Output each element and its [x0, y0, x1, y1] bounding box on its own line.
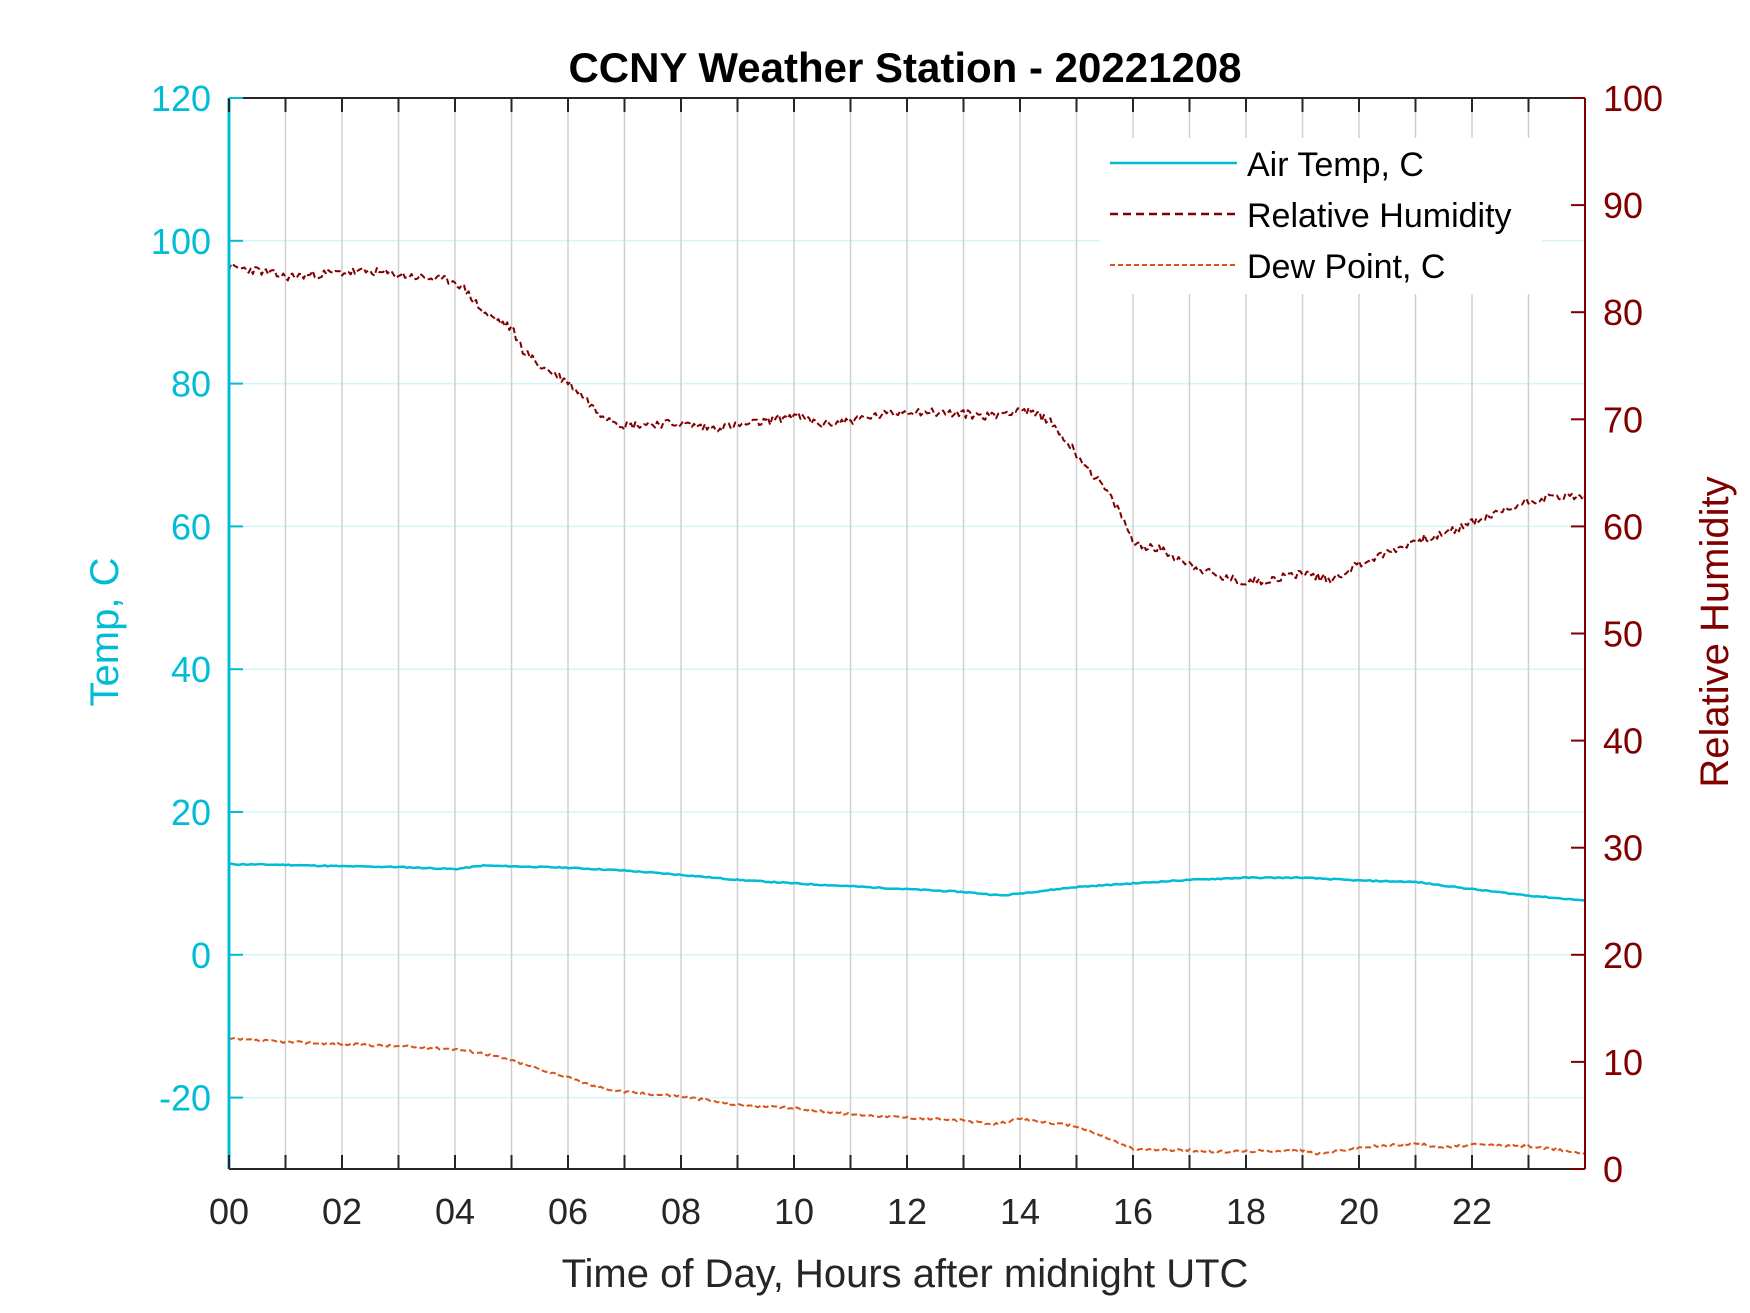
right-tick-label: 80 — [1603, 292, 1643, 333]
left-tick-label: 80 — [171, 364, 211, 405]
x-tick-label: 18 — [1226, 1191, 1266, 1232]
right-tick-label: 70 — [1603, 399, 1643, 440]
relative-humidity-line — [228, 262, 1586, 586]
series-lines — [228, 262, 1586, 1156]
legend-air-temp-label: Air Temp, C — [1247, 146, 1424, 184]
right-tick-label: 20 — [1603, 935, 1643, 976]
air-temp-line — [228, 862, 1586, 902]
right-tick-label: 100 — [1603, 78, 1663, 119]
right-tick-label: 30 — [1603, 828, 1643, 869]
tick-labels: 00 02 04 06 08 10 12 14 16 18 20 22-200204060801001… — [151, 78, 1663, 1232]
right-tick-label: 0 — [1603, 1149, 1623, 1190]
x-tick-label: 12 — [887, 1191, 927, 1232]
x-tick-label: 02 — [322, 1191, 362, 1232]
left-tick-label: 60 — [171, 506, 211, 547]
x-axis-label: Time of Day, Hours after midnight UTC — [562, 1252, 1249, 1296]
left-tick-label: 100 — [151, 221, 211, 262]
right-tick-label: 10 — [1603, 1042, 1643, 1083]
right-tick-label: 90 — [1603, 185, 1643, 226]
left-tick-label: 120 — [151, 78, 211, 119]
x-tick-label: 14 — [1000, 1191, 1040, 1232]
x-tick-label: 08 — [661, 1191, 701, 1232]
right-axis-label: Relative Humidity — [1693, 476, 1737, 787]
legend-humidity-label: Relative Humidity — [1247, 197, 1512, 235]
legend-dew-point-label: Dew Point, C — [1247, 248, 1445, 286]
left-tick-label: 40 — [171, 649, 211, 690]
chart-title: CCNY Weather Station - 20221208 — [568, 44, 1241, 91]
x-tick-label: 10 — [774, 1191, 814, 1232]
left-axis-label: Temp, C — [83, 558, 127, 707]
x-tick-label: 00 — [209, 1191, 249, 1232]
right-tick-label: 40 — [1603, 721, 1643, 762]
left-tick-label: -20 — [159, 1078, 211, 1119]
x-tick-label: 20 — [1339, 1191, 1379, 1232]
left-tick-label: 0 — [191, 935, 211, 976]
x-tick-label: 06 — [548, 1191, 588, 1232]
axes — [227, 97, 1586, 1170]
right-tick-label: 60 — [1603, 506, 1643, 547]
x-tick-label: 22 — [1452, 1191, 1492, 1232]
dew-point-line — [228, 1037, 1586, 1156]
x-tick-label: 16 — [1113, 1191, 1153, 1232]
right-tick-label: 50 — [1603, 614, 1643, 655]
grid — [229, 98, 1585, 1169]
left-tick-label: 20 — [171, 792, 211, 833]
legend: Air Temp, C Relative Humidity Dew Point,… — [1100, 138, 1542, 294]
x-tick-label: 04 — [435, 1191, 475, 1232]
